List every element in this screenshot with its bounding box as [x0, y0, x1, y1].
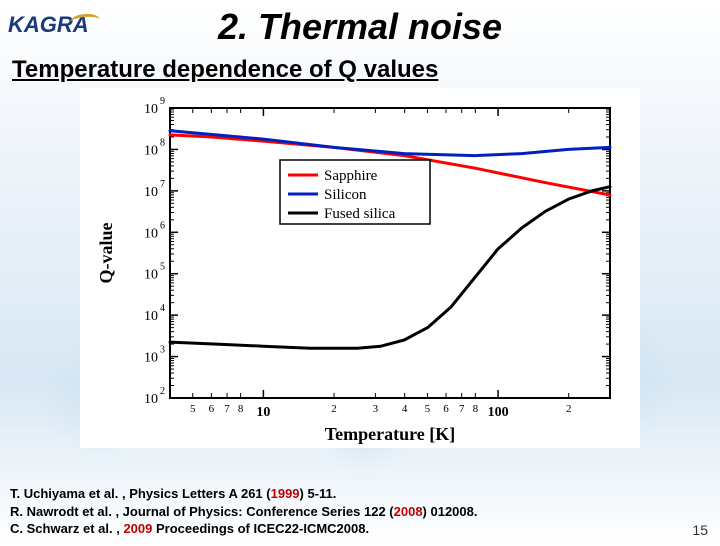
svg-text:5: 5 [160, 262, 165, 273]
svg-text:6: 6 [160, 220, 165, 231]
svg-text:6: 6 [209, 403, 215, 415]
svg-text:7: 7 [224, 403, 230, 415]
svg-text:10: 10 [144, 185, 158, 200]
svg-text:8: 8 [160, 137, 165, 148]
svg-text:100: 100 [488, 405, 509, 420]
svg-text:7: 7 [459, 403, 465, 415]
svg-text:Silicon: Silicon [324, 187, 367, 203]
reference-line: C. Schwarz et al. , 2009 Proceedings of … [10, 520, 477, 538]
svg-text:Fused silica: Fused silica [324, 206, 396, 222]
page-number: 15 [692, 522, 708, 538]
svg-text:10: 10 [144, 102, 158, 117]
svg-text:9: 9 [160, 96, 165, 107]
references: T. Uchiyama et al. , Physics Letters A 2… [10, 485, 477, 538]
kagra-logo: KAGRA [8, 12, 89, 38]
svg-text:10: 10 [144, 268, 158, 283]
svg-text:2: 2 [160, 386, 165, 397]
svg-text:10: 10 [144, 226, 158, 241]
reference-line: R. Nawrodt et al. , Journal of Physics: … [10, 503, 477, 521]
reference-line: T. Uchiyama et al. , Physics Letters A 2… [10, 485, 477, 503]
chart-svg: 1021031041051061071081091010056782345678… [80, 88, 640, 448]
svg-text:10: 10 [256, 405, 270, 420]
svg-text:4: 4 [160, 303, 165, 314]
svg-text:Sapphire: Sapphire [324, 168, 378, 184]
svg-text:3: 3 [160, 345, 165, 356]
svg-text:4: 4 [402, 403, 408, 415]
svg-text:3: 3 [373, 403, 379, 415]
svg-text:2: 2 [566, 403, 572, 415]
svg-text:10: 10 [144, 351, 158, 366]
svg-text:5: 5 [425, 403, 431, 415]
slide-subtitle: Temperature dependence of Q values [12, 56, 720, 84]
svg-text:Temperature [K]: Temperature [K] [325, 424, 455, 444]
slide-title: 2. Thermal noise [0, 6, 720, 48]
svg-text:Q-value: Q-value [96, 222, 116, 283]
svg-text:5: 5 [190, 403, 196, 415]
svg-text:8: 8 [473, 403, 479, 415]
svg-text:2: 2 [331, 403, 337, 415]
svg-text:6: 6 [443, 403, 449, 415]
svg-text:10: 10 [144, 143, 158, 158]
svg-text:10: 10 [144, 309, 158, 324]
svg-text:10: 10 [144, 392, 158, 407]
svg-text:7: 7 [160, 179, 165, 190]
svg-text:8: 8 [238, 403, 244, 415]
q-value-chart: 1021031041051061071081091010056782345678… [80, 88, 640, 448]
